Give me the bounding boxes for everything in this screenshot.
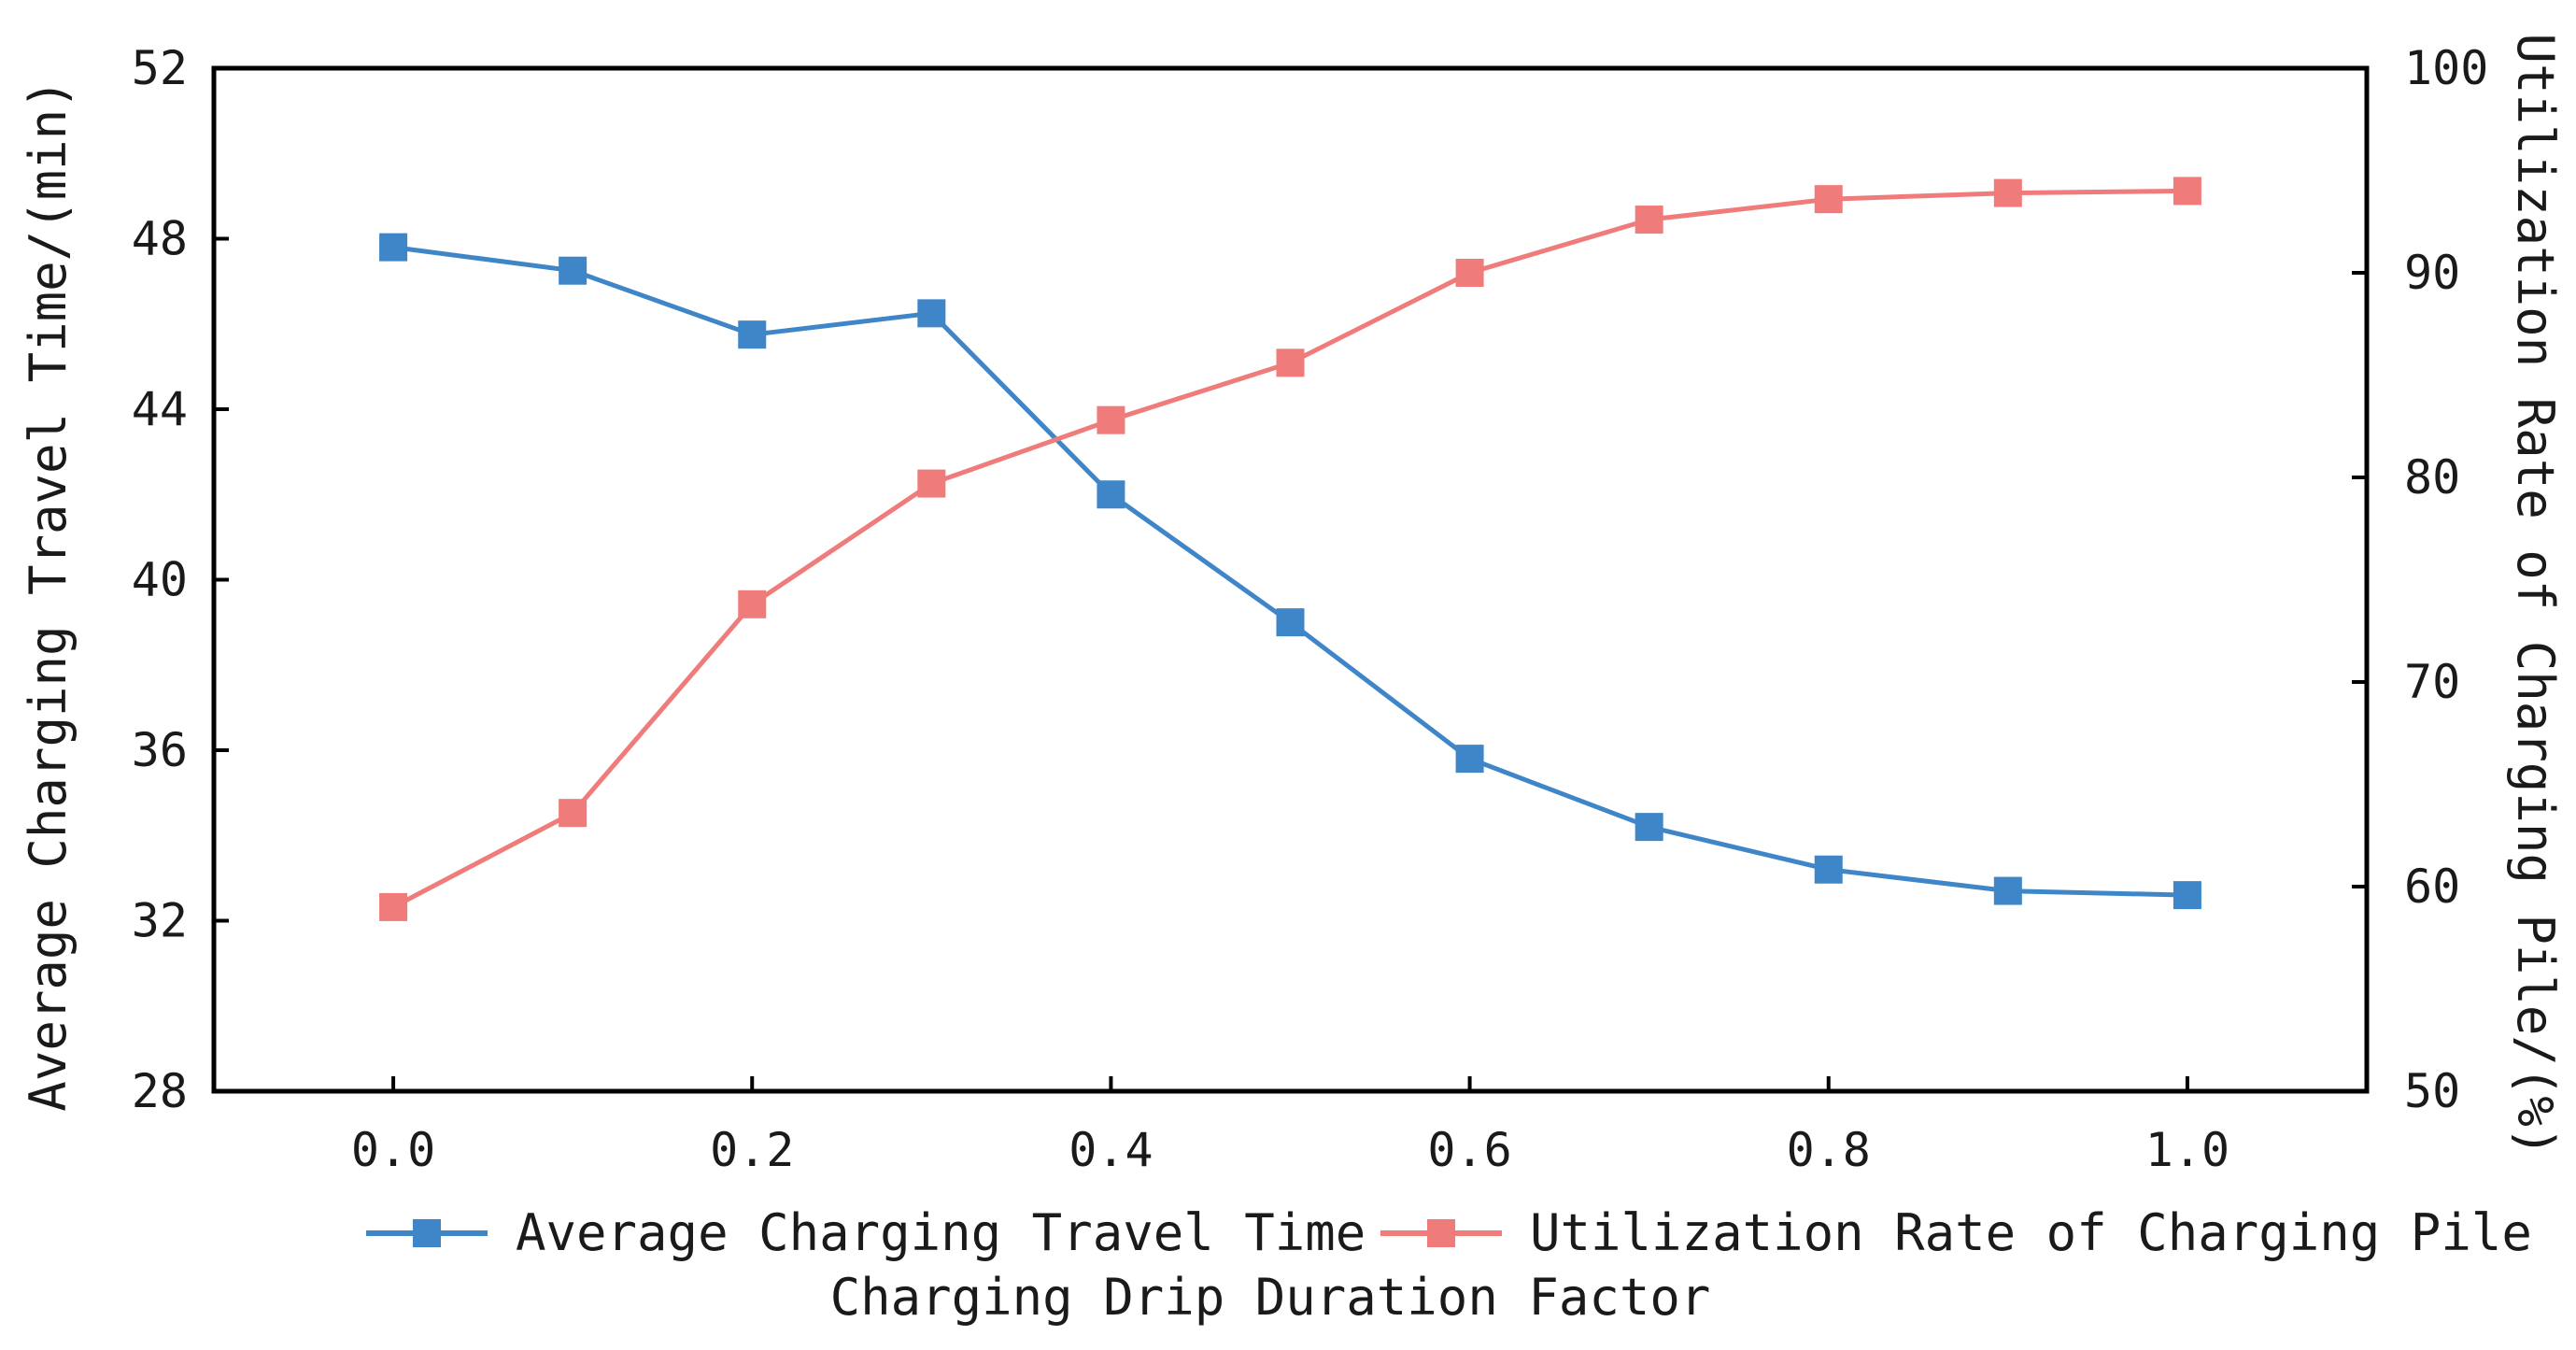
data-point-travel-time [1635, 813, 1663, 842]
data-point-utilization-rate [559, 799, 587, 828]
data-point-travel-time [1993, 876, 2022, 905]
data-point-travel-time [738, 320, 767, 349]
data-point-utilization-rate [1993, 178, 2022, 207]
x-tick-label: 0.4 [1069, 1123, 1153, 1177]
x-tick-label: 1.0 [2145, 1123, 2229, 1177]
data-point-utilization-rate [2173, 177, 2201, 206]
data-point-utilization-rate [1097, 405, 1125, 434]
data-point-travel-time [1455, 745, 1484, 774]
data-point-utilization-rate [379, 892, 408, 921]
data-point-utilization-rate [1635, 206, 1663, 234]
y-left-tick-label: 52 [132, 41, 188, 95]
x-axis-title: Charging Drip Duration Factor [830, 1268, 1711, 1327]
legend-label-utilization: Utilization Rate of Charging Pile [1530, 1203, 2532, 1262]
y-left-tick-label: 36 [132, 723, 188, 777]
y-right-tick-label: 50 [2404, 1064, 2460, 1118]
data-point-utilization-rate [738, 590, 767, 618]
data-point-travel-time [1276, 608, 1305, 637]
axes-layer: 0.0 0.2 0.4 0.6 0.8 1.0 28 32 36 40 44 48 52 50 60 70 80… [132, 41, 2489, 1177]
data-point-travel-time [379, 233, 408, 262]
x-tick-label: 0.8 [1787, 1123, 1871, 1177]
y-right-tick-label: 100 [2404, 41, 2488, 95]
legend-marker-travel-time [413, 1219, 441, 1247]
data-point-travel-time [917, 299, 946, 328]
data-point-utilization-rate [1455, 259, 1484, 287]
legend-label-travel-time: Average Charging Travel Time [516, 1203, 1366, 1262]
y-left-tick-label: 28 [132, 1064, 188, 1118]
y-right-tick-label: 60 [2404, 860, 2460, 914]
y-right-tick-label: 90 [2404, 246, 2460, 300]
y-axis-title-right: Utilization Rate of Charging Pile/(%) [2506, 34, 2565, 1158]
data-point-travel-time [1814, 855, 1843, 884]
data-point-travel-time [559, 256, 587, 285]
legend: Average Charging Travel Time Utilization… [366, 1203, 2532, 1262]
y-left-tick-label: 32 [132, 894, 188, 948]
y-axis-title-left: Average Charging Travel Time/(min) [19, 78, 78, 1111]
y-left-tick-label: 44 [132, 382, 188, 436]
y-right-tick-label: 80 [2404, 450, 2460, 504]
data-point-utilization-rate [917, 469, 946, 498]
y-right-tick-label: 70 [2404, 655, 2460, 709]
x-tick-label: 0.2 [710, 1123, 794, 1177]
series-layer [379, 177, 2201, 921]
x-tick-label: 0.0 [351, 1123, 435, 1177]
data-point-utilization-rate [1814, 185, 1843, 214]
x-tick-label: 0.6 [1427, 1123, 1511, 1177]
y-left-tick-label: 48 [132, 212, 188, 266]
y-left-tick-label: 40 [132, 553, 188, 607]
data-point-utilization-rate [1276, 348, 1305, 377]
legend-marker-utilization [1427, 1219, 1455, 1247]
data-point-travel-time [1097, 480, 1125, 509]
data-point-travel-time [2173, 881, 2201, 910]
